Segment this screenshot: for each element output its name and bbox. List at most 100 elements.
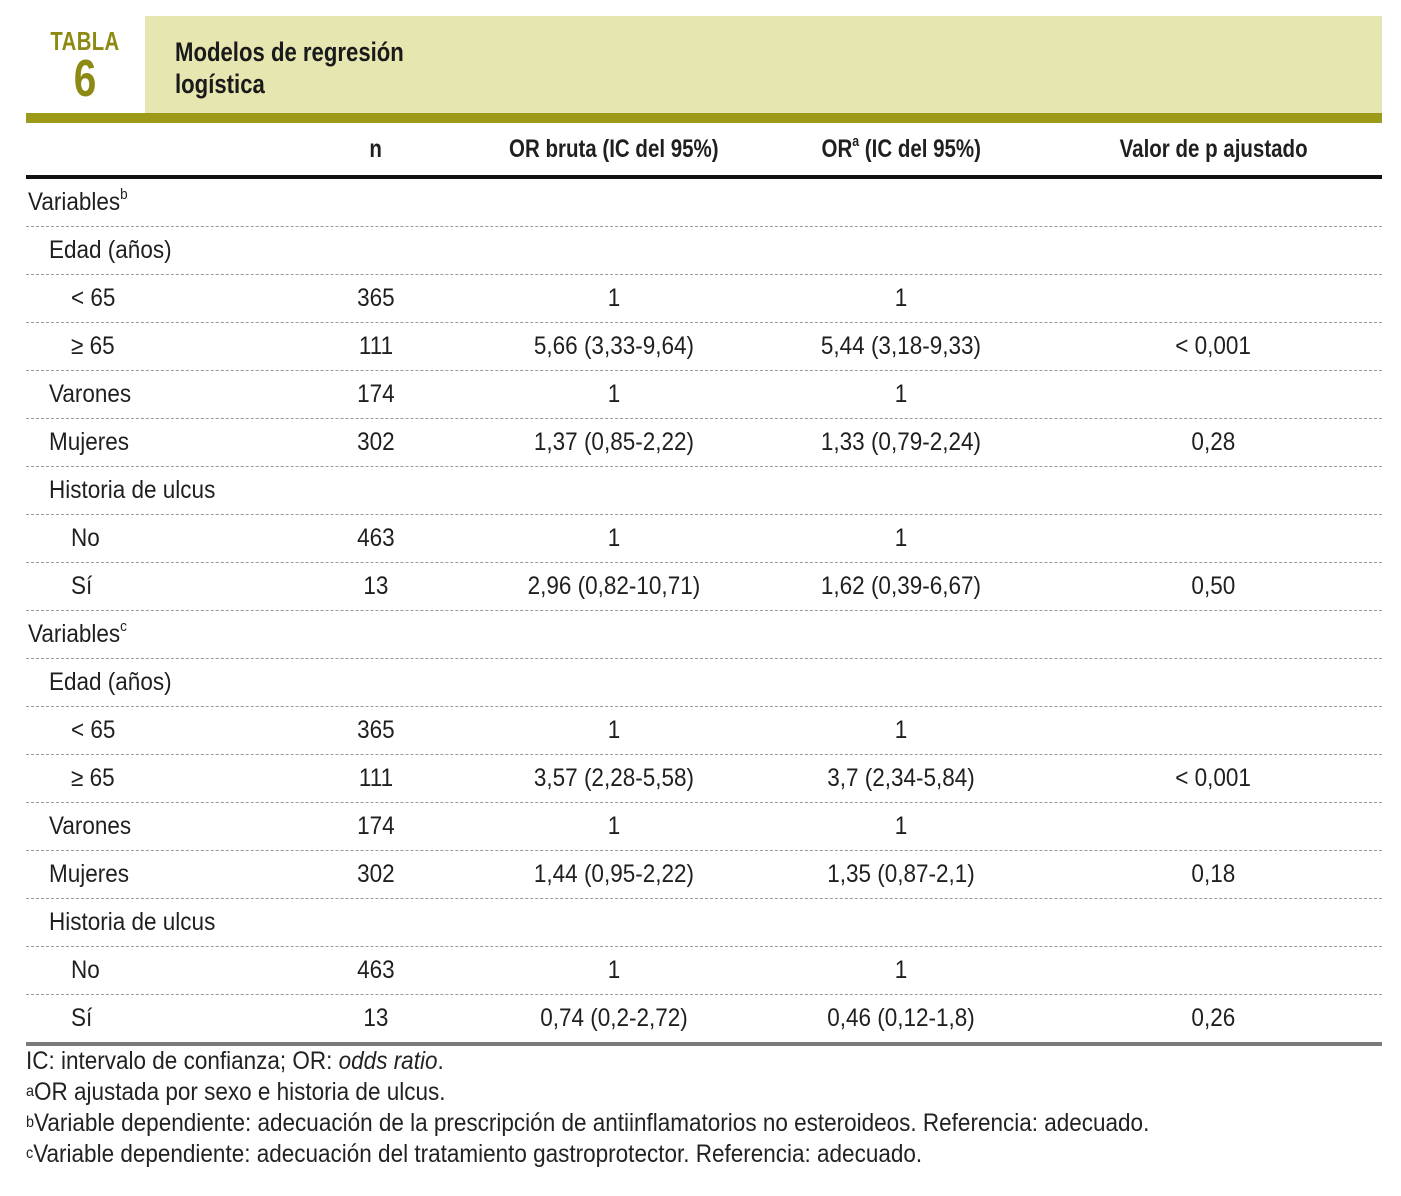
cell-or-crude bbox=[456, 227, 771, 274]
cell-or-crude: 1 bbox=[607, 284, 620, 312]
cell-n bbox=[326, 659, 426, 706]
cell-or-crude: 1,44 (0,95-2,22) bbox=[533, 860, 694, 888]
table-row: No 463 1 1 bbox=[26, 947, 1382, 995]
cell-or-adjusted: 1,33 (0,79-2,24) bbox=[820, 428, 982, 456]
table-row: Sí 13 0,74 (0,2-2,72) 0,46 (0,12-1,8) 0,26 bbox=[26, 995, 1382, 1046]
table-badge: TABLA 6 bbox=[26, 16, 144, 113]
cell-or-crude: 5,66 (3,33-9,64) bbox=[533, 332, 694, 360]
footnote-a: aOR ajustada por sexo e historia de ulcu… bbox=[26, 1078, 446, 1106]
cell-n bbox=[326, 227, 426, 274]
regression-table: n OR bruta (IC del 95%) ORa (IC del 95%)… bbox=[26, 123, 1382, 1046]
title-box: Modelos de regresión logística bbox=[145, 16, 1382, 113]
row-label: ≥ 65 bbox=[71, 332, 115, 360]
col-header-or-crude: OR bruta (IC del 95%) bbox=[508, 134, 719, 163]
cell-or-crude: 1 bbox=[607, 524, 620, 552]
row-label: ≥ 65 bbox=[71, 764, 115, 792]
cell-n: 302 bbox=[357, 860, 395, 888]
cell-or-crude: 0,74 (0,2-2,72) bbox=[539, 1004, 688, 1032]
cell-p-adjusted bbox=[1066, 179, 1361, 226]
badge-label: TABLA bbox=[50, 26, 120, 56]
table-row: Mujeres 302 1,37 (0,85-2,22) 1,33 (0,79-2,2… bbox=[26, 419, 1382, 467]
cell-or-adjusted: 0,46 (0,12-1,8) bbox=[827, 1004, 975, 1032]
footnote-abbreviations: IC: intervalo de confianza; OR: odds rat… bbox=[26, 1047, 444, 1075]
title-line-2: logística bbox=[175, 69, 265, 99]
table-row: Sí 13 2,96 (0,82-10,71) 1,62 (0,39-6,67) 0,5… bbox=[26, 563, 1382, 611]
cell-p-adjusted: 0,50 bbox=[1191, 572, 1236, 600]
cell-p-adjusted: < 0,001 bbox=[1175, 764, 1252, 792]
row-label: Sí bbox=[71, 1004, 93, 1032]
row-label: Varones bbox=[49, 812, 132, 840]
cell-or-adjusted: 3,7 (2,34-5,84) bbox=[827, 764, 975, 792]
col-header-n: n bbox=[369, 134, 383, 163]
row-label: Variablesb bbox=[28, 186, 128, 216]
cell-p-adjusted bbox=[1066, 659, 1361, 706]
col-header-or-adjusted: ORa (IC del 95%) bbox=[821, 132, 981, 163]
cell-n: 365 bbox=[357, 716, 395, 744]
cell-or-adjusted bbox=[761, 179, 1041, 226]
cell-or-crude: 3,57 (2,28-5,58) bbox=[533, 764, 694, 792]
cell-or-adjusted bbox=[761, 467, 1041, 514]
table-row: ≥ 65 111 3,57 (2,28-5,58) 3,7 (2,34-5,84) < … bbox=[26, 755, 1382, 803]
table-row: Edad (años) bbox=[26, 659, 1382, 707]
cell-p-adjusted: < 0,001 bbox=[1175, 332, 1252, 360]
cell-n bbox=[326, 611, 426, 658]
cell-or-crude: 1 bbox=[607, 380, 620, 408]
table-row: Variablesc bbox=[26, 611, 1382, 659]
table-row: < 65 365 1 1 bbox=[26, 707, 1382, 755]
row-label: Variablesc bbox=[28, 618, 127, 648]
row-label: Edad (años) bbox=[49, 668, 172, 696]
col-header-p-adjusted: Valor de p ajustado bbox=[1119, 134, 1308, 163]
cell-n: 111 bbox=[358, 764, 394, 792]
row-label: No bbox=[71, 956, 100, 984]
cell-or-crude bbox=[456, 467, 771, 514]
cell-p-adjusted bbox=[1066, 899, 1361, 946]
cell-or-crude: 2,96 (0,82-10,71) bbox=[527, 572, 700, 600]
badge-number: 6 bbox=[73, 50, 97, 108]
table-row: ≥ 65 111 5,66 (3,33-9,64) 5,44 (3,18-9,33) <… bbox=[26, 323, 1382, 371]
cell-p-adjusted bbox=[1066, 371, 1361, 418]
cell-or-adjusted bbox=[761, 611, 1041, 658]
cell-or-crude: 1 bbox=[607, 716, 620, 744]
cell-or-crude: 1,37 (0,85-2,22) bbox=[533, 428, 694, 456]
footnote-c: cVariable dependiente: adecuación del tr… bbox=[26, 1140, 923, 1168]
table-row: Historia de ulcus bbox=[26, 467, 1382, 515]
table-row: Varones 174 1 1 bbox=[26, 371, 1382, 419]
row-label: No bbox=[71, 524, 100, 552]
cell-n: 463 bbox=[357, 956, 395, 984]
table-row: No 463 1 1 bbox=[26, 515, 1382, 563]
table-title: Modelos de regresión logística bbox=[175, 36, 404, 100]
cell-or-adjusted: 1,62 (0,39-6,67) bbox=[820, 572, 982, 600]
cell-n: 174 bbox=[357, 812, 395, 840]
cell-p-adjusted bbox=[1066, 275, 1361, 322]
cell-or-adjusted: 1,35 (0,87-2,1) bbox=[827, 860, 975, 888]
cell-or-adjusted bbox=[761, 659, 1041, 706]
cell-n: 13 bbox=[363, 572, 389, 600]
cell-or-crude bbox=[456, 611, 771, 658]
cell-p-adjusted bbox=[1066, 947, 1361, 994]
table-header: TABLA 6 Modelos de regresión logística bbox=[26, 16, 1382, 113]
cell-p-adjusted bbox=[1066, 611, 1361, 658]
cell-or-adjusted bbox=[761, 899, 1041, 946]
cell-n: 13 bbox=[363, 1004, 389, 1032]
table-row: Mujeres 302 1,44 (0,95-2,22) 1,35 (0,87-2,1… bbox=[26, 851, 1382, 899]
cell-n: 463 bbox=[357, 524, 395, 552]
cell-p-adjusted bbox=[1066, 467, 1361, 514]
cell-or-crude bbox=[456, 659, 771, 706]
cell-p-adjusted: 0,26 bbox=[1191, 1004, 1236, 1032]
cell-or-crude: 1 bbox=[607, 956, 620, 984]
cell-n: 365 bbox=[357, 284, 395, 312]
row-label: < 65 bbox=[71, 284, 116, 312]
row-label: Edad (años) bbox=[49, 236, 172, 264]
table-footnotes: IC: intervalo de confianza; OR: odds rat… bbox=[26, 1046, 1274, 1170]
cell-or-crude bbox=[456, 179, 771, 226]
footnote-b: bVariable dependiente: adecuación de la … bbox=[26, 1109, 1150, 1137]
cell-n bbox=[326, 467, 426, 514]
row-label-superscript: b bbox=[120, 186, 128, 203]
cell-or-adjusted: 1 bbox=[894, 524, 908, 552]
title-line-1: Modelos de regresión bbox=[175, 37, 404, 67]
table-row: < 65 365 1 1 bbox=[26, 275, 1382, 323]
cell-or-crude bbox=[456, 899, 771, 946]
cell-p-adjusted: 0,28 bbox=[1191, 428, 1236, 456]
table-row: Historia de ulcus bbox=[26, 899, 1382, 947]
cell-or-adjusted: 5,44 (3,18-9,33) bbox=[820, 332, 982, 360]
